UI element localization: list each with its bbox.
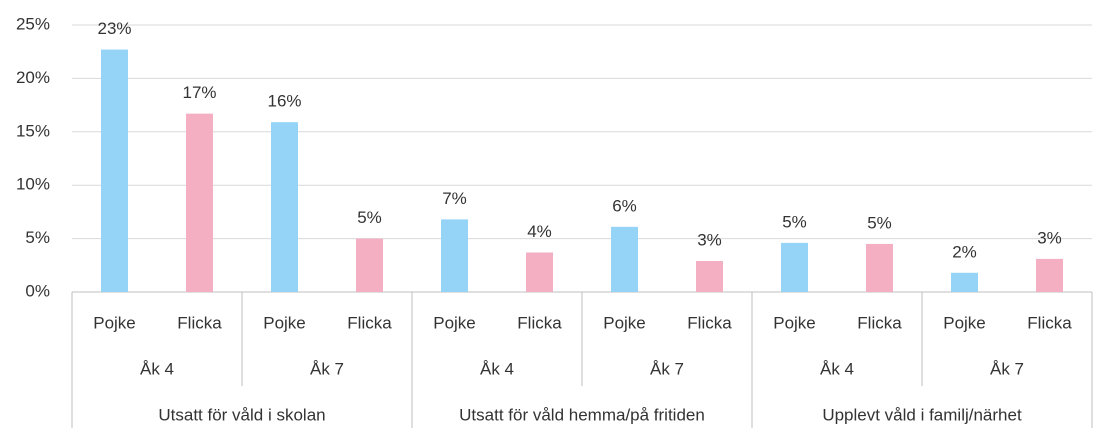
data-label: 3% xyxy=(1037,228,1062,247)
bar xyxy=(186,113,213,292)
group-label: Åk 4 xyxy=(820,359,854,378)
group-label: Åk 7 xyxy=(310,359,344,378)
x-tick-label: Flicka xyxy=(177,313,222,332)
group-label: Åk 7 xyxy=(650,359,684,378)
x-tick-label: Pojke xyxy=(93,313,136,332)
bar xyxy=(866,243,893,292)
group-label: Åk 7 xyxy=(990,359,1024,378)
bar xyxy=(696,261,723,292)
bar xyxy=(356,238,383,292)
x-tick-label: Pojke xyxy=(603,313,646,332)
data-label: 3% xyxy=(697,231,722,250)
y-tick-label: 15% xyxy=(16,121,50,140)
y-tick-label: 25% xyxy=(16,14,50,33)
group-label: Åk 4 xyxy=(140,359,174,378)
supergroup-label: Utsatt för våld hemma/på fritiden xyxy=(459,405,705,424)
data-label: 23% xyxy=(97,19,131,38)
x-tick-label: Pojke xyxy=(943,313,986,332)
x-tick-label: Flicka xyxy=(1027,313,1072,332)
bar xyxy=(526,252,553,292)
bar xyxy=(271,122,298,292)
x-tick-label: Pojke xyxy=(773,313,816,332)
x-tick-label: Flicka xyxy=(517,313,562,332)
data-label: 5% xyxy=(357,208,382,227)
data-label: 16% xyxy=(267,92,301,111)
data-label: 6% xyxy=(612,196,637,215)
y-tick-label: 0% xyxy=(25,281,50,300)
group-label: Åk 4 xyxy=(480,359,514,378)
x-tick-label: Flicka xyxy=(857,313,902,332)
data-label: 2% xyxy=(952,242,977,261)
data-label: 4% xyxy=(527,222,552,241)
supergroup-label: Upplevt våld i familj/närhet xyxy=(822,405,1022,424)
x-tick-label: Pojke xyxy=(433,313,476,332)
bar xyxy=(781,242,808,292)
x-tick-label: Flicka xyxy=(347,313,392,332)
data-label: 7% xyxy=(442,189,467,208)
data-label: 5% xyxy=(782,212,807,231)
data-label: 17% xyxy=(182,83,216,102)
bar xyxy=(951,272,978,292)
y-tick-label: 10% xyxy=(16,175,50,194)
data-label: 5% xyxy=(867,213,892,232)
bar xyxy=(1036,258,1063,292)
y-tick-label: 5% xyxy=(25,228,50,247)
y-tick-label: 20% xyxy=(16,68,50,87)
bar xyxy=(611,226,638,292)
bar xyxy=(441,219,468,292)
bar xyxy=(101,49,128,293)
supergroup-label: Utsatt för våld i skolan xyxy=(158,405,325,424)
x-tick-label: Flicka xyxy=(687,313,732,332)
x-tick-label: Pojke xyxy=(263,313,306,332)
